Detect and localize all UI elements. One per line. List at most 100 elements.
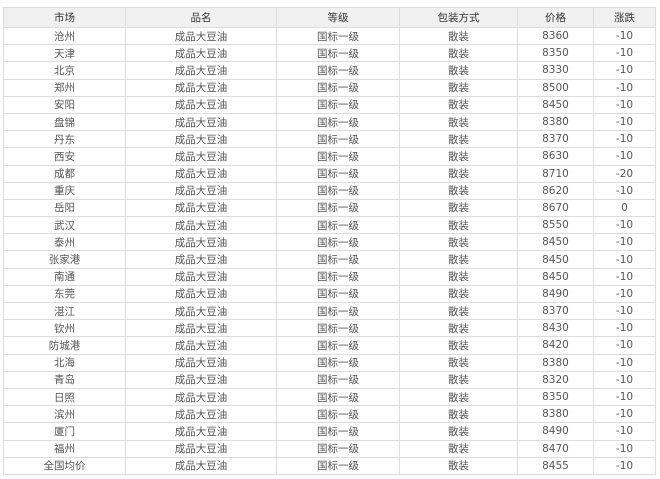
cell-change: -10: [593, 319, 656, 338]
cell-grade: 国标一级: [276, 405, 400, 424]
cell-price: 8490: [517, 284, 594, 304]
cell-change: -10: [593, 130, 656, 149]
cell-product: 成品大豆油: [125, 130, 277, 149]
table-row: 重庆 成品大豆油 国标一级 散装 8620 -10: [3, 181, 656, 200]
cell-packaging: 散装: [399, 250, 518, 269]
cell-grade: 国标一级: [276, 147, 400, 166]
cell-packaging: 散装: [399, 353, 518, 372]
cell-grade: 国标一级: [276, 267, 400, 286]
cell-price: 8350: [517, 44, 594, 63]
table-header-row: 市场 品名 等级 包装方式 价格 涨跌: [3, 7, 656, 28]
table-row: 郑州 成品大豆油 国标一级 散装 8500 -10: [3, 78, 656, 97]
cell-market: 钦州: [3, 319, 126, 338]
cell-grade: 国标一级: [276, 44, 400, 63]
cell-product: 成品大豆油: [125, 44, 277, 63]
cell-price: 8450: [517, 233, 594, 252]
cell-grade: 国标一级: [276, 164, 400, 183]
cell-grade: 国标一级: [276, 370, 400, 389]
cell-price: 8350: [517, 387, 594, 407]
cell-market: 全国均价: [3, 456, 126, 475]
cell-product: 成品大豆油: [125, 301, 277, 321]
cell-change: -10: [593, 405, 656, 424]
cell-packaging: 散装: [399, 44, 518, 63]
cell-grade: 国标一级: [276, 319, 400, 338]
cell-product: 成品大豆油: [125, 267, 277, 286]
table-row: 全国均价 成品大豆油 国标一级 散装 8455 -10: [3, 456, 656, 475]
header-price: 价格: [517, 7, 594, 28]
cell-change: -10: [593, 216, 656, 235]
cell-grade: 国标一级: [276, 456, 400, 475]
cell-price: 8380: [517, 353, 594, 372]
cell-price: 8360: [517, 26, 594, 46]
cell-market: 重庆: [3, 181, 126, 200]
cell-price: 8500: [517, 78, 594, 97]
cell-product: 成品大豆油: [125, 198, 277, 218]
table-row: 西安 成品大豆油 国标一级 散装 8630 -10: [3, 147, 656, 166]
cell-product: 成品大豆油: [125, 164, 277, 183]
cell-product: 成品大豆油: [125, 456, 277, 475]
header-grade: 等级: [276, 7, 400, 28]
table-row: 钦州 成品大豆油 国标一级 散装 8430 -10: [3, 319, 656, 338]
table-row: 成都 成品大豆油 国标一级 散装 8710 -20: [3, 164, 656, 183]
cell-packaging: 散装: [399, 147, 518, 166]
cell-packaging: 散装: [399, 198, 518, 218]
cell-market: 武汉: [3, 216, 126, 235]
cell-product: 成品大豆油: [125, 233, 277, 252]
cell-packaging: 散装: [399, 181, 518, 200]
cell-packaging: 散装: [399, 95, 518, 114]
cell-price: 8455: [517, 456, 594, 475]
cell-packaging: 散装: [399, 112, 518, 132]
cell-market: 盘锦: [3, 112, 126, 132]
cell-grade: 国标一级: [276, 284, 400, 304]
cell-change: -10: [593, 422, 656, 441]
cell-change: -10: [593, 112, 656, 132]
cell-packaging: 散装: [399, 216, 518, 235]
cell-price: 8370: [517, 301, 594, 321]
cell-price: 8450: [517, 250, 594, 269]
cell-market: 滨州: [3, 405, 126, 424]
cell-grade: 国标一级: [276, 387, 400, 407]
cell-change: -10: [593, 181, 656, 200]
table-row: 福州 成品大豆油 国标一级 散装 8470 -10: [3, 439, 656, 458]
cell-market: 成都: [3, 164, 126, 183]
cell-grade: 国标一级: [276, 112, 400, 132]
cell-market: 福州: [3, 439, 126, 458]
cell-product: 成品大豆油: [125, 319, 277, 338]
cell-packaging: 散装: [399, 405, 518, 424]
header-product: 品名: [125, 7, 277, 28]
cell-product: 成品大豆油: [125, 370, 277, 389]
cell-market: 青岛: [3, 370, 126, 389]
cell-packaging: 散装: [399, 78, 518, 97]
cell-product: 成品大豆油: [125, 26, 277, 46]
cell-change: -10: [593, 147, 656, 166]
table-row: 岳阳 成品大豆油 国标一级 散装 8670 0: [3, 198, 656, 218]
cell-price: 8710: [517, 164, 594, 183]
table-row: 日照 成品大豆油 国标一级 散装 8350 -10: [3, 387, 656, 407]
cell-change: -10: [593, 456, 656, 475]
cell-packaging: 散装: [399, 233, 518, 252]
cell-change: -10: [593, 26, 656, 46]
cell-product: 成品大豆油: [125, 147, 277, 166]
cell-market: 北京: [3, 61, 126, 80]
cell-grade: 国标一级: [276, 233, 400, 252]
cell-market: 安阳: [3, 95, 126, 114]
table-row: 武汉 成品大豆油 国标一级 散装 8550 -10: [3, 216, 656, 235]
cell-price: 8420: [517, 336, 594, 355]
table-row: 北京 成品大豆油 国标一级 散装 8330 -10: [3, 61, 656, 80]
cell-grade: 国标一级: [276, 95, 400, 114]
cell-packaging: 散装: [399, 164, 518, 183]
cell-market: 丹东: [3, 130, 126, 149]
cell-grade: 国标一级: [276, 198, 400, 218]
cell-packaging: 散装: [399, 26, 518, 46]
cell-product: 成品大豆油: [125, 61, 277, 80]
cell-grade: 国标一级: [276, 78, 400, 97]
header-change: 涨跌: [593, 7, 656, 28]
cell-product: 成品大豆油: [125, 95, 277, 114]
cell-grade: 国标一级: [276, 61, 400, 80]
table-row: 青岛 成品大豆油 国标一级 散装 8320 -10: [3, 370, 656, 389]
cell-product: 成品大豆油: [125, 216, 277, 235]
cell-change: -10: [593, 78, 656, 97]
cell-price: 8320: [517, 370, 594, 389]
table-row: 丹东 成品大豆油 国标一级 散装 8370 -10: [3, 130, 656, 149]
cell-market: 防城港: [3, 336, 126, 355]
